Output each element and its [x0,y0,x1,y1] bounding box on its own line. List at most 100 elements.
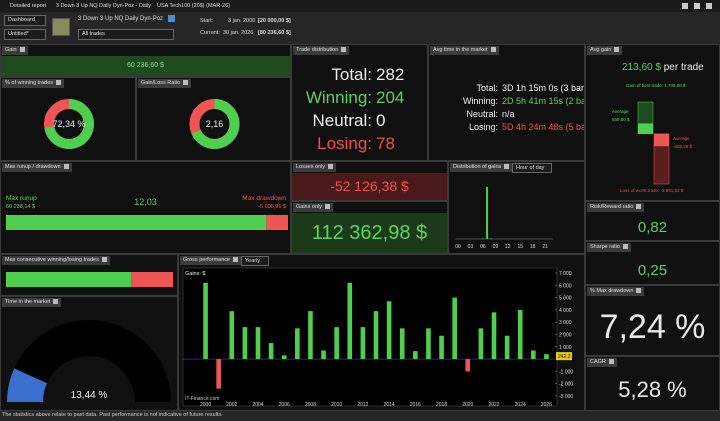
strategy-icon [52,18,70,36]
current-date: 30 jan. 2026 [223,30,254,36]
sharpe-panel: Sharpe ratio 0,25 [585,241,720,285]
panel-title: Avg gain [590,47,612,53]
tab[interactable]: 3 Down 3 Up NQ Daily Dyn-Poz - Daily [56,3,152,9]
panel-header: Avg time in the market [430,46,499,55]
worst-trade: Loss of worst trade: -2 691,52 $ [620,188,684,193]
x-tick-label: 00 [455,244,461,250]
trade-distribution-panel: Trade distribution Total: 282 Winning: 204 N… [291,44,428,161]
losses-panel: Losses only -52 126,38 $ [291,161,448,201]
avg-loss-label: -668,29 $ [673,144,693,149]
best-trade: Gain of best trade: 1 708,80 $ [626,83,686,88]
avg-loss-caption: Average [673,136,690,141]
donut-label: 2,16 [206,119,224,129]
panel-title: Gross performance [183,257,231,263]
title-bar: Detailed report 3 Down 3 Up NQ Daily Dyn… [0,0,720,12]
y-tick-label: 6 000 [559,283,572,289]
current-marker [556,352,572,361]
gain-value: 60 236,60 $ [1,56,290,76]
y-tick-label: -1 000 [559,369,573,375]
row-value: 3D 1h 15m 0s (3 bars) [502,83,585,93]
row-label: Total: [476,83,498,93]
x-tick-label: 18 [530,244,536,250]
x-tick-label: 2022 [488,402,499,408]
row-label: Winning: [462,96,498,106]
panel-header: Max consecutive winning/losing trades [2,256,110,265]
chart: Gains: $ 7 000 6 000 5 000 4 000 3 000 2 000 1 … [182,267,573,408]
gross-performance-panel: Gross performance Yearly Gains: $ 7 000 6 … [178,254,585,411]
distribution-mode[interactable]: Hour of day [512,163,552,173]
x-tick-label: 06 [480,244,486,250]
settings-icon[interactable] [694,3,700,9]
row-value: 204 [376,88,405,107]
sharpe-value: 0,25 [637,262,668,279]
chart: 13,44 % [7,320,171,402]
gains-panel: Gains only 112 362,98 $ [291,201,448,254]
row-value: n/a [502,109,515,119]
bar [308,311,313,360]
drawdown-caption: Max drawdown [242,195,286,202]
plot-area [182,267,558,407]
row-label: Neutral: [466,109,498,119]
row-value: 0 [376,111,386,130]
dashboard-select[interactable]: Dashboard [4,15,46,26]
panel-header: Gains only [293,203,333,212]
cagr-value: 5,28 % [618,377,687,402]
bar [544,354,549,360]
tab[interactable]: USA Tech100 (20$) (MAR-26) [157,3,230,9]
panel-title: % Max drawdown [590,288,634,294]
x-tick-label: 2004 [252,402,263,408]
x-tick-label: 2012 [357,402,368,408]
panel-header: Gain/Loss Ratio [138,79,192,88]
close-icon[interactable] [706,3,712,9]
winning-pct-panel: % of winning trades 72,34 % [0,77,136,161]
panel-title: Gain [5,47,17,53]
avg-gain-value: 213,60 $ per trade [622,62,704,73]
risk-reward-panel: Risk/Reward ratio 0,82 [585,201,720,241]
bar [334,327,339,360]
x-tick-label: 2024 [515,402,526,408]
period-select[interactable]: Yearly [241,256,269,266]
chart: 2,16 [189,99,240,149]
consecutive-panel: Max consecutive winning/losing trades [0,254,178,296]
x-tick-label: 09 [493,244,499,250]
bar [481,238,484,239]
x-tick-label: 2008 [305,402,316,408]
strategy-name: 3 Down 3 Up NQ Daily Dyn-Poz [78,16,164,22]
bar [321,350,326,360]
bar [531,350,536,360]
bar [486,187,489,239]
panel-header: Sharpe ratio [587,243,631,252]
unit: per trade [663,62,704,73]
x-tick-label: 2006 [279,402,290,408]
x-tick-label: 2000 [200,402,211,408]
x-tick-label: 2010 [331,402,342,408]
bar [229,311,235,360]
chart [637,101,670,185]
bar [386,301,392,360]
gauge-label: 13,44 % [71,390,108,401]
edit-icon[interactable] [168,15,175,22]
bar [452,297,457,360]
bar [216,359,221,389]
tab[interactable]: Detailed report [10,3,47,9]
panel-header: Avg gain [587,46,623,55]
layout-select[interactable]: Untitled* [4,29,46,40]
winning-streak-bar [6,272,132,287]
share-icon[interactable] [682,3,688,9]
avg-win-label: 559,80 $ [612,117,630,122]
current-label: Current: [200,30,220,36]
start-value: [20 000,00 $] [258,18,291,24]
losses-value: -52 126,38 $ [292,173,447,200]
bar [439,335,444,360]
donut-arc [44,99,94,149]
risk-reward-value: 0,82 [637,219,668,236]
value: 213,60 $ [622,62,661,73]
trades-filter[interactable]: All trades [78,29,174,40]
bar [491,312,497,360]
bar [360,327,366,360]
y-tick-label: 7 000 [559,271,572,277]
x-tick-label: 03 [468,244,474,250]
avg-time-panel: Avg time in the market Total: 3D 1h 15m 0… [428,44,585,161]
runup-ratio: 12,03 [134,197,157,207]
